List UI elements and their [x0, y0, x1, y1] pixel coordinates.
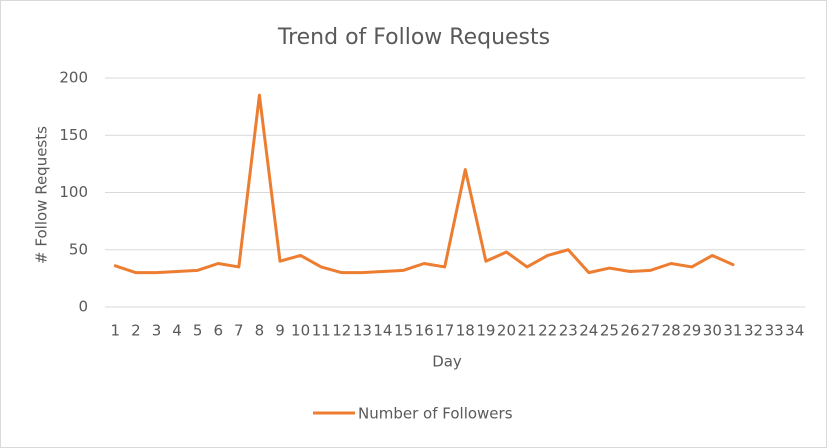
x-axis-label: Day — [432, 353, 462, 371]
x-tick-label: 11 — [312, 322, 331, 340]
x-tick-label: 32 — [744, 322, 763, 340]
legend-label: Number of Followers — [358, 405, 513, 423]
x-tick-label: 1 — [111, 322, 121, 340]
x-tick-label: 7 — [234, 322, 244, 340]
x-tick-label: 14 — [373, 322, 392, 340]
x-tick-label: 4 — [172, 322, 182, 340]
y-tick-label: 200 — [59, 69, 88, 87]
x-tick-label: 17 — [435, 322, 454, 340]
x-tick-label: 34 — [785, 322, 804, 340]
x-tick-label: 23 — [559, 322, 578, 340]
x-tick-label: 2 — [131, 322, 141, 340]
x-tick-label: 10 — [291, 322, 310, 340]
x-tick-label: 12 — [332, 322, 351, 340]
y-axis-label: # Follow Requests — [33, 126, 51, 264]
x-tick-label: 18 — [456, 322, 475, 340]
x-tick-label: 15 — [394, 322, 413, 340]
y-tick-label: 150 — [59, 126, 88, 144]
x-tick-label: 30 — [703, 322, 722, 340]
y-tick-label: 0 — [78, 298, 88, 316]
x-tick-label: 28 — [662, 322, 681, 340]
y-tick-label: 50 — [69, 240, 88, 258]
chart-title: Trend of Follow Requests — [277, 25, 550, 50]
x-tick-label: 24 — [579, 322, 598, 340]
series-line — [113, 93, 735, 275]
x-tick-label: 13 — [353, 322, 372, 340]
x-tick-label: 31 — [723, 322, 742, 340]
x-tick-label: 19 — [476, 322, 495, 340]
x-tick-label: 16 — [415, 322, 434, 340]
x-tick-label: 20 — [497, 322, 516, 340]
x-tick-label: 22 — [538, 322, 557, 340]
x-tick-label: 25 — [600, 322, 619, 340]
x-tick-label: 21 — [518, 322, 537, 340]
x-tick-label: 9 — [275, 322, 285, 340]
x-tick-label: 8 — [255, 322, 265, 340]
x-tick-label: 6 — [213, 322, 223, 340]
y-tick-label: 100 — [59, 183, 88, 201]
x-tick-label: 29 — [682, 322, 701, 340]
x-tick-label: 33 — [765, 322, 784, 340]
x-tick-label: 26 — [620, 322, 639, 340]
x-tick-label: 3 — [152, 322, 162, 340]
x-tick-label: 27 — [641, 322, 660, 340]
x-tick-label: 5 — [193, 322, 203, 340]
